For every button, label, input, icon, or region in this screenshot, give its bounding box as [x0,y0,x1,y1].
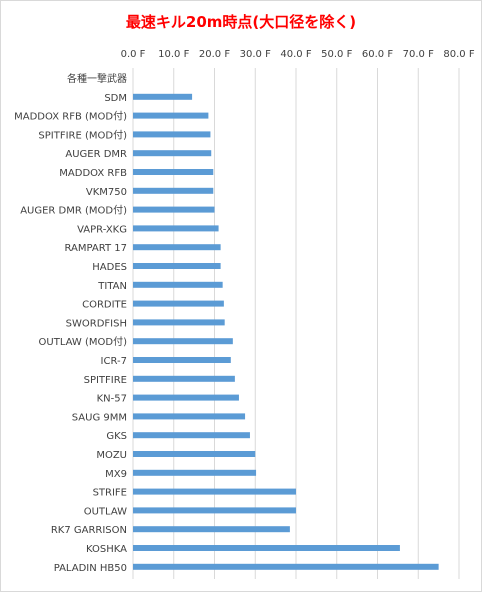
category-label: OUTLAW (MOD付) [39,335,128,348]
bar [133,94,192,100]
bar [133,263,221,269]
bar [133,244,221,250]
x-tick-label: 50.0 F [321,49,352,60]
x-tick-label: 70.0 F [403,49,434,60]
category-label: RK7 GARRISON [51,525,127,536]
bar [133,451,255,457]
x-tick-label: 20.0 F [199,49,230,60]
category-label: CORDITE [82,300,127,311]
category-label: AUGER DMR [65,149,127,160]
category-label: PALADIN HB50 [54,563,127,574]
category-label: GKS [106,431,127,442]
bar [133,207,215,213]
category-label: SDM [104,93,127,104]
category-label: ICR-7 [101,356,127,367]
category-label: MADDOX RFB [59,168,127,179]
bar [133,507,296,513]
category-label: AUGER DMR (MOD付) [20,204,127,217]
category-label: RAMPART 17 [65,243,127,254]
category-label: SAUG 9MM [72,412,127,423]
category-labels: 各種一撃武器 SDM MADDOX RFB (MOD付) SPITFIRE (MOD付… [14,72,127,574]
x-tick-label: 30.0 F [240,49,271,60]
bar [133,150,211,156]
bar [133,225,219,231]
bar [133,470,256,476]
category-label: VKM750 [86,187,127,198]
category-label: 各種一撃武器 [67,72,127,85]
bar [133,319,225,325]
category-label: VAPR-XKG [77,224,127,235]
bar [133,545,400,551]
category-label: OUTLAW [84,506,127,517]
bar [133,169,213,175]
category-label: MADDOX RFB (MOD付) [14,110,127,123]
category-label: SPITFIRE (MOD付) [38,128,127,141]
category-label: SPITFIRE [84,375,127,386]
bar [133,131,210,137]
bar [133,413,245,419]
x-tick-label: 0.0 F [121,49,146,60]
category-label: KOSHKA [86,544,127,555]
chart-title: 最速キル20m時点(大口径を除く) [126,13,356,31]
bar [133,526,290,532]
category-label: TITAN [97,281,127,292]
bar [133,395,239,401]
x-tick-label: 10.0 F [158,49,189,60]
x-axis-ticks: 0.0 F 10.0 F 20.0 F 30.0 F 40.0 F 50.0 F 60.0 … [121,49,475,60]
bar [133,338,233,344]
x-tick-label: 60.0 F [362,49,393,60]
x-tick-label: 80.0 F [443,49,474,60]
bar [133,188,213,194]
category-label: MOZU [96,450,127,461]
category-label: KN-57 [97,394,127,405]
bar [133,301,224,307]
category-label: MX9 [105,469,127,480]
bars [133,94,439,570]
category-label: STRIFE [93,488,127,499]
bar [133,357,231,363]
bar [133,564,439,570]
category-label: HADES [92,262,127,273]
category-label: SWORDFISH [66,318,127,329]
bar [133,432,250,438]
bar [133,489,296,495]
bar [133,113,208,119]
bar [133,282,223,288]
bar [133,376,235,382]
x-tick-label: 40.0 F [280,49,311,60]
